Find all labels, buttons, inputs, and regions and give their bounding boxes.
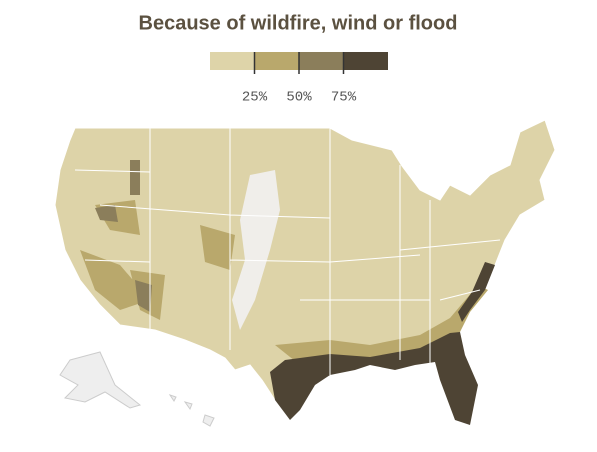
gulf-dark-region — [270, 262, 495, 425]
west-mid-region — [80, 200, 235, 320]
legend-swatch — [254, 52, 299, 70]
legend-tick-label: 75% — [331, 90, 357, 106]
legend-swatch — [210, 52, 255, 70]
legend-swatch — [299, 52, 344, 70]
map — [54, 119, 556, 427]
title: Because of wildfire, wind or flood — [139, 12, 458, 34]
state-borders — [74, 128, 501, 375]
hawaii — [168, 394, 215, 427]
legend-swatch — [343, 52, 388, 70]
legend-tick-label: 50% — [286, 90, 312, 106]
plains-gap — [232, 170, 280, 330]
legend: 25% 50% 75% — [210, 52, 388, 106]
legend-tick-label: 25% — [242, 90, 268, 106]
west-dark-region — [95, 160, 152, 312]
alaska — [59, 351, 142, 409]
